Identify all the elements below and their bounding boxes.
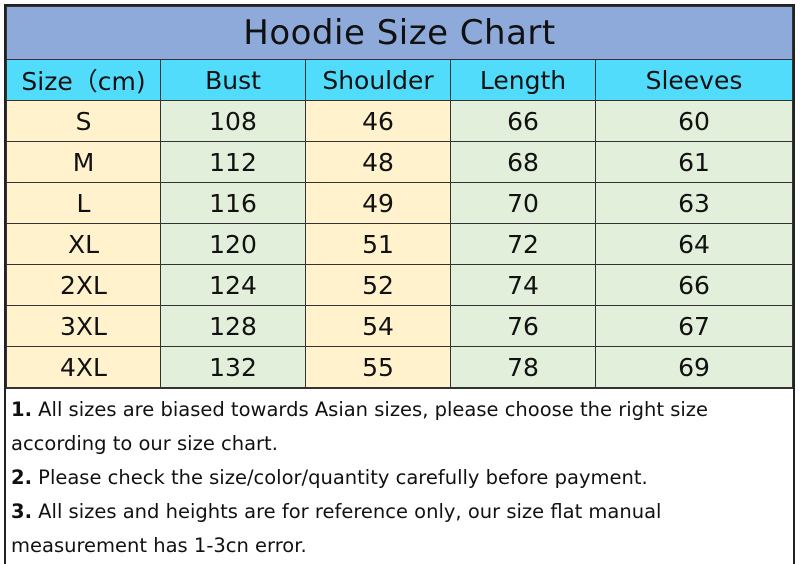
table-cell: 3XL <box>6 305 161 347</box>
table-cell: 61 <box>595 141 793 183</box>
table-row: 3XL 128 54 76 67 <box>6 305 793 347</box>
table-cell: 67 <box>595 305 793 347</box>
column-header: Sleeves <box>595 59 793 101</box>
table-cell: 46 <box>305 100 451 142</box>
column-header: Shoulder <box>305 59 451 101</box>
table-cell: 52 <box>305 264 451 306</box>
table-cell: 55 <box>305 346 451 388</box>
table-cell: 68 <box>450 141 596 183</box>
note-item: 3. All sizes and heights are for referen… <box>11 495 793 563</box>
table-cell: 69 <box>595 346 793 388</box>
note-item: 1. All sizes are biased towards Asian si… <box>11 393 793 461</box>
table-cell: 48 <box>305 141 451 183</box>
table-cell: 70 <box>450 182 596 224</box>
table-cell: 63 <box>595 182 793 224</box>
table-cell: 76 <box>450 305 596 347</box>
table-cell: S <box>6 100 161 142</box>
table-cell: 66 <box>595 264 793 306</box>
table-cell: 51 <box>305 223 451 265</box>
table-cell: 54 <box>305 305 451 347</box>
chart-title: Hoodie Size Chart <box>6 6 793 60</box>
table-cell: 72 <box>450 223 596 265</box>
note-text: Please check the size/color/quantity car… <box>31 466 648 489</box>
note-item: 2. Please check the size/color/quantity … <box>11 461 793 495</box>
table-cell: 128 <box>160 305 306 347</box>
table-cell: 78 <box>450 346 596 388</box>
size-chart: Hoodie Size Chart Size（cm) Bust Shoulder Le… <box>4 4 795 564</box>
table-cell: 116 <box>160 182 306 224</box>
table-cell: 132 <box>160 346 306 388</box>
note-number: 3. <box>11 500 32 523</box>
note-number: 1. <box>11 398 32 421</box>
table-row: M 112 48 68 61 <box>6 141 793 183</box>
column-header: Size（cm) <box>6 59 161 101</box>
table-row: XL 120 51 72 64 <box>6 223 793 265</box>
table-cell: 66 <box>450 100 596 142</box>
table-row: 2XL 124 52 74 66 <box>6 264 793 306</box>
notes: 1. All sizes are biased towards Asian si… <box>6 388 793 563</box>
table-row: L 116 49 70 63 <box>6 182 793 224</box>
column-header: Length <box>450 59 596 101</box>
table-row: 4XL 132 55 78 69 <box>6 346 793 388</box>
table-cell: 49 <box>305 182 451 224</box>
table-cell: 124 <box>160 264 306 306</box>
table-cell: XL <box>6 223 161 265</box>
header-row: Size（cm) Bust Shoulder Length Sleeves <box>6 59 793 101</box>
table-cell: 120 <box>160 223 306 265</box>
column-header: Bust <box>160 59 306 101</box>
table-cell: M <box>6 141 161 183</box>
note-text: All sizes are biased towards Asian sizes… <box>11 398 709 455</box>
table-row: S 108 46 66 60 <box>6 100 793 142</box>
table-cell: 64 <box>595 223 793 265</box>
table-cell: 2XL <box>6 264 161 306</box>
note-text: All sizes and heights are for reference … <box>11 500 662 557</box>
size-table: Hoodie Size Chart Size（cm) Bust Shoulder Le… <box>6 6 793 388</box>
note-number: 2. <box>11 466 32 489</box>
table-cell: 74 <box>450 264 596 306</box>
table-cell: 60 <box>595 100 793 142</box>
table-cell: 108 <box>160 100 306 142</box>
table-cell: 112 <box>160 141 306 183</box>
table-cell: 4XL <box>6 346 161 388</box>
table-cell: L <box>6 182 161 224</box>
